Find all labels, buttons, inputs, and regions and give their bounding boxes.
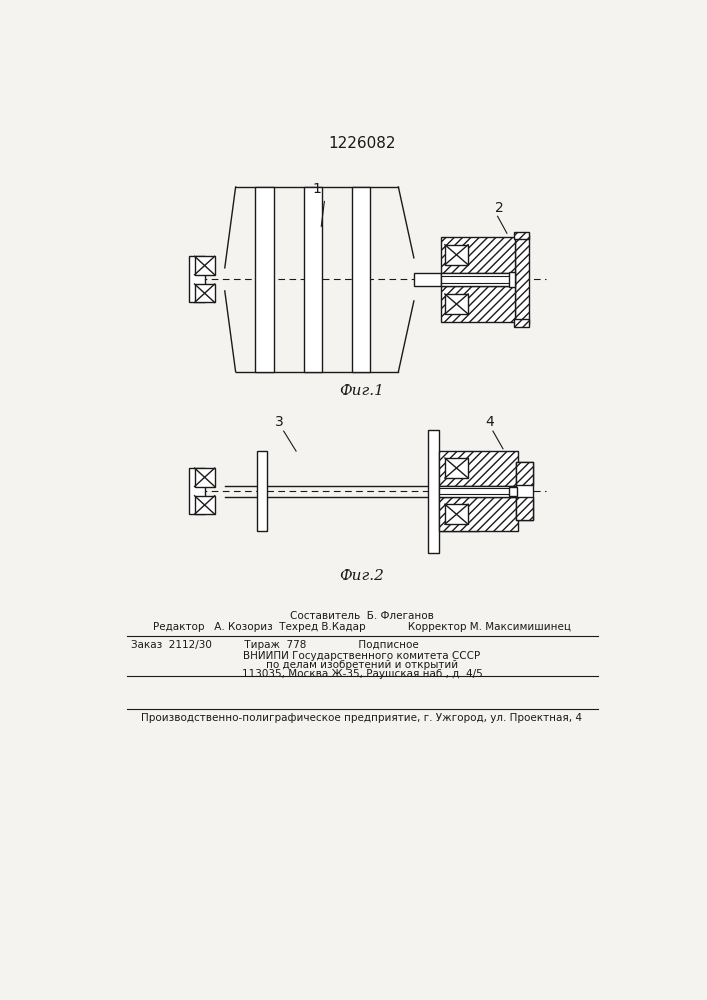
Bar [441,237,515,273]
Text: Редактор   А. Козориз  Техред В.Кадар             Корректор М. Максимишинец: Редактор А. Козориз Техред В.Кадар Корре… [153,622,571,632]
Bar [257,451,267,531]
Bar [441,273,515,286]
Text: по делам изобретений и открытий: по делам изобретений и открытий [266,660,458,670]
Text: 1226082: 1226082 [328,136,396,151]
Bar [194,496,215,514]
Bar [194,468,215,487]
Text: 4: 4 [486,415,494,429]
Bar [304,187,322,372]
Bar [516,462,533,520]
Bar [255,187,274,372]
Bar [514,232,529,239]
Text: Фиг.1: Фиг.1 [339,384,385,398]
Bar [414,273,441,286]
Text: 1: 1 [312,182,322,196]
Bar [352,187,370,372]
Bar [509,487,517,496]
Bar [194,256,215,275]
Text: Заказ  2112/30          Тираж  778                Подписное: Заказ 2112/30 Тираж 778 Подписное [131,640,419,650]
Bar [438,451,518,486]
Text: 2: 2 [495,201,503,215]
Bar [516,462,533,485]
Text: 113035, Москва Ж-35, Раушская наб., д. 4/5: 113035, Москва Ж-35, Раушская наб., д. 4… [242,669,482,679]
Bar [194,284,215,302]
Bar [445,294,468,314]
Text: Составитель  Б. Флеганов: Составитель Б. Флеганов [290,611,434,621]
Bar [445,504,468,524]
Bar [514,319,529,327]
Bar [515,235,529,324]
Text: Производственно-полиграфическое предприятие, г. Ужгород, ул. Проектная, 4: Производственно-полиграфическое предприя… [141,713,583,723]
Bar [441,286,515,322]
Bar [445,458,468,478]
Bar [189,468,204,514]
Bar [445,245,468,265]
Bar [438,497,518,531]
Text: Фиг.2: Фиг.2 [339,569,385,583]
Text: ВНИИПИ Государственного комитета СССР: ВНИИПИ Государственного комитета СССР [243,651,481,661]
Bar [438,486,518,497]
Bar [509,272,515,287]
Bar [189,256,204,302]
Text: 3: 3 [274,415,284,429]
Bar [516,497,533,520]
Bar [428,430,438,553]
